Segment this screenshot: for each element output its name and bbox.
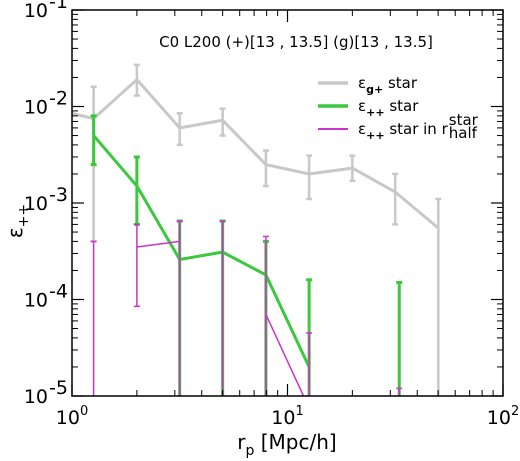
y-tick-exp-4: -1 [49, 0, 68, 13]
y-tick-exp-1: -4 [49, 281, 68, 303]
y-tick-exp-2: -3 [49, 184, 68, 206]
y-tick-label-3: 10 [24, 97, 48, 119]
legend-label-2-sup: star [449, 111, 479, 129]
y-axis-label: ε++ [3, 204, 32, 238]
y-tick-label-0: 10 [24, 386, 48, 408]
series-2-line-0 [136, 240, 180, 248]
y-tick-label-4: 10 [24, 0, 48, 22]
x-axis-label: rp [Mpc/h] [237, 430, 336, 459]
legend-label-1: ε++ star [358, 97, 419, 119]
series-2-line-1 [265, 314, 305, 396]
series-2 [90, 220, 403, 396]
y-tick-exp-0: -5 [49, 377, 68, 399]
x-tick-label-0: 100 [56, 404, 88, 429]
series-0 [72, 63, 442, 396]
chart-title: C0 L200 (+)[13 , 13.5] (g)[13 , 13.5] [159, 33, 433, 51]
x-tick-label-1: 101 [271, 404, 303, 429]
chart-marks [72, 63, 442, 396]
x-tick-label-2: 102 [487, 404, 519, 429]
series-1-line-0 [92, 134, 311, 368]
y-tick-exp-3: -2 [49, 88, 68, 110]
legend-label-2: ε++ star in r [358, 120, 449, 142]
legend-label-2-sub: half [449, 124, 478, 142]
y-tick-label-2: 10 [24, 193, 48, 215]
series-0-line-0 [72, 77, 440, 230]
y-tick-label-1: 10 [24, 290, 48, 312]
legend-label-0: εg+ star [358, 74, 418, 96]
